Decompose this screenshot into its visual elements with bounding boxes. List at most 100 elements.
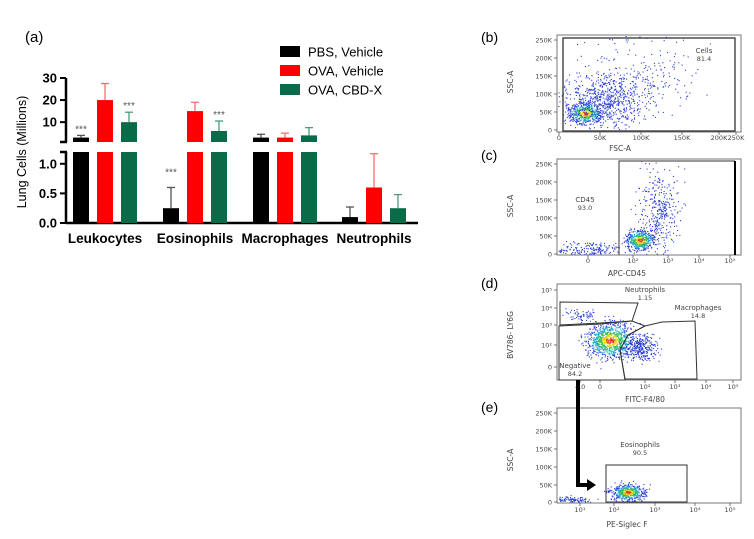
event-dot [589,109,591,111]
event-dot [653,201,655,203]
event-dot [596,72,598,74]
event-dot [599,108,601,110]
event-dot [593,249,595,251]
event-dot [599,343,601,345]
event-dot [615,346,617,348]
event-dot [636,250,638,252]
event-dot [599,329,601,331]
event-dot [659,216,661,218]
event-dot [612,354,614,356]
event-dot [646,241,648,243]
event-dot [614,334,616,336]
event-dot [636,489,638,491]
event-dot [580,251,582,253]
event-dot [598,118,600,120]
event-dot [641,234,643,236]
event-dot [635,247,637,249]
event-dot [643,228,645,230]
event-dot [583,117,585,119]
event-dot [601,331,603,333]
event-dot [594,92,596,94]
event-dot [580,80,582,82]
event-dot [626,41,628,43]
event-dot [610,346,612,348]
event-dot [664,83,666,85]
event-dot [636,238,638,240]
event-dot [598,336,600,338]
event-dot [644,493,646,495]
event-dot [572,498,574,500]
event-dot [639,240,641,242]
event-dot [665,236,667,238]
event-dot [638,356,640,358]
event-dot [628,126,630,128]
event-dot [654,65,656,67]
event-dot [651,229,653,231]
event-dot [608,345,610,347]
event-dot [613,122,615,124]
event-dot [588,108,590,110]
event-dot [614,499,616,501]
event-dot [591,248,593,250]
event-dot [646,338,648,340]
event-dot [604,339,606,341]
event-dot [624,356,626,358]
event-dot [602,333,604,335]
event-dot [583,124,585,126]
event-dot [566,97,568,99]
gate-eosinophils [605,464,688,503]
event-dot [629,485,631,487]
event-dot [653,357,655,359]
event-dot [584,253,586,255]
event-dot [628,493,630,495]
event-dot [596,352,598,354]
event-dot [637,349,639,351]
event-dot [653,334,655,336]
event-dot [649,198,651,200]
event-dot [598,337,600,339]
event-dot [606,82,608,84]
event-dot [641,358,643,360]
event-dot [676,225,678,227]
event-dot [615,101,617,103]
event-dot [648,109,650,111]
event-dot [648,232,650,234]
event-dot [650,194,652,196]
event-dot [639,350,641,352]
event-dot [591,108,593,110]
event-dot [601,91,603,93]
y-tick-label: 150K [535,446,552,454]
event-dot [602,249,604,251]
event-dot [640,494,642,496]
event-dot [652,115,654,117]
event-dot [590,110,592,112]
event-dot [632,489,634,491]
event-dot [565,90,567,92]
plot-frame [556,407,742,504]
event-dot [645,118,647,120]
event-dot [612,340,614,342]
event-dot [606,348,608,350]
event-dot [618,334,620,336]
y-tick-label: 0 [548,499,552,507]
event-dot [651,210,653,212]
event-dot [652,355,654,357]
event-dot [574,498,576,500]
event-dot [651,352,653,354]
event-dot [591,85,593,87]
event-dot [628,482,630,484]
event-dot [596,80,598,82]
event-dot [639,237,641,239]
event-dot [617,324,619,326]
event-dot [653,182,655,184]
event-dot [657,111,659,113]
event-dot [605,103,607,105]
event-dot [648,90,650,92]
event-dot [587,120,589,122]
event-dot [613,354,615,356]
event-dot [577,110,579,112]
event-dot [635,86,637,88]
event-dot [573,113,575,115]
event-dot [604,90,606,92]
event-dot [585,109,587,111]
